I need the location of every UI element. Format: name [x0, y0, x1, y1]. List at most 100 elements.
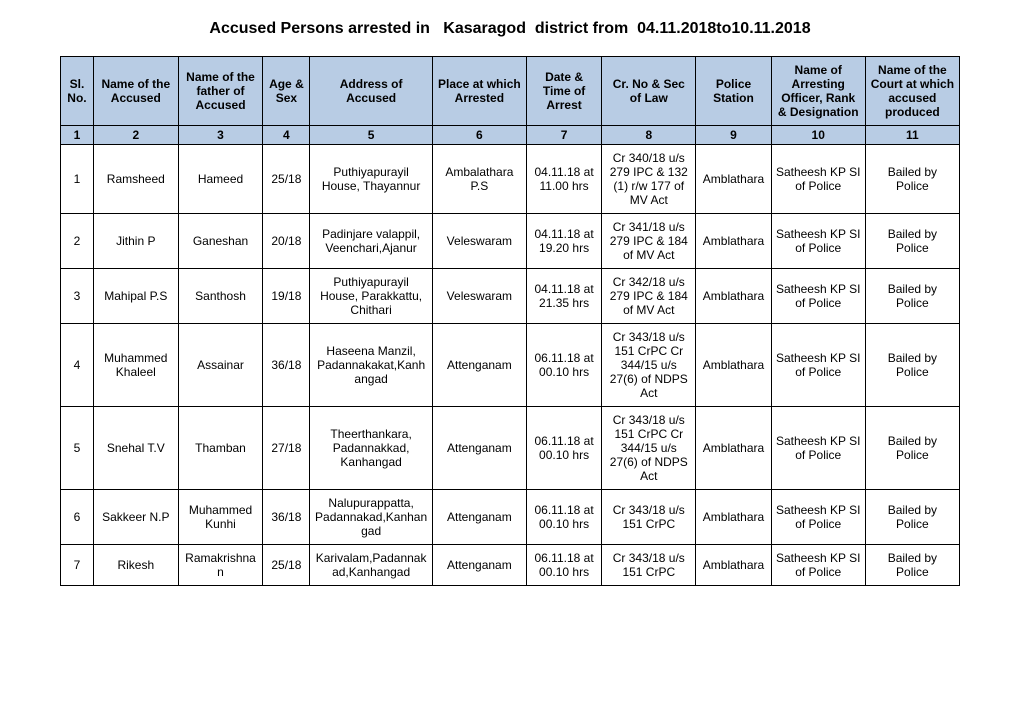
cell-addr: Padinjare valappil, Veenchari,Ajanur	[310, 214, 432, 269]
cell-age: 27/18	[263, 407, 310, 490]
colnum: 7	[526, 126, 601, 145]
cell-ps: Amblathara	[696, 545, 771, 586]
cell-father: Assainar	[178, 324, 263, 407]
cell-ps: Amblathara	[696, 407, 771, 490]
cell-date: 04.11.18 at 19.20 hrs	[526, 214, 601, 269]
cell-sl: 1	[61, 145, 94, 214]
cell-father: Santhosh	[178, 269, 263, 324]
cell-crno: Cr 341/18 u/s 279 IPC & 184 of MV Act	[602, 214, 696, 269]
cell-date: 06.11.18 at 00.10 hrs	[526, 490, 601, 545]
cell-date: 06.11.18 at 00.10 hrs	[526, 545, 601, 586]
col-court: Name of the Court at which accused produ…	[865, 57, 959, 126]
colnum: 1	[61, 126, 94, 145]
col-addr: Address of Accused	[310, 57, 432, 126]
col-officer: Name of Arresting Officer, Rank & Design…	[771, 57, 865, 126]
cell-father: Ganeshan	[178, 214, 263, 269]
page-title: Accused Persons arrested in Kasaragod di…	[60, 20, 960, 38]
cell-age: 19/18	[263, 269, 310, 324]
cell-court: Bailed by Police	[865, 269, 959, 324]
table-row: 1RamsheedHameed25/18Puthiyapurayil House…	[61, 145, 960, 214]
cell-addr: Nalupurappatta, Padannakad,Kanhangad	[310, 490, 432, 545]
cell-sl: 3	[61, 269, 94, 324]
cell-court: Bailed by Police	[865, 214, 959, 269]
cell-name: Muhammed Khaleel	[93, 324, 178, 407]
cell-ps: Amblathara	[696, 214, 771, 269]
cell-crno: Cr 343/18 u/s 151 CrPC	[602, 545, 696, 586]
cell-court: Bailed by Police	[865, 490, 959, 545]
cell-addr: Karivalam,Padannakad,Kanhangad	[310, 545, 432, 586]
table-row: 2Jithin PGaneshan20/18Padinjare valappil…	[61, 214, 960, 269]
cell-addr: Puthiyapurayil House, Parakkattu, Chitha…	[310, 269, 432, 324]
cell-age: 36/18	[263, 490, 310, 545]
header-number-row: 1 2 3 4 5 6 7 8 9 10 11	[61, 126, 960, 145]
cell-name: Mahipal P.S	[93, 269, 178, 324]
table-row: 6Sakkeer N.PMuhammed Kunhi36/18Nalupurap…	[61, 490, 960, 545]
col-date: Date & Time of Arrest	[526, 57, 601, 126]
colnum: 5	[310, 126, 432, 145]
cell-court: Bailed by Police	[865, 145, 959, 214]
colnum: 4	[263, 126, 310, 145]
cell-officer: Satheesh KP SI of Police	[771, 545, 865, 586]
cell-place: Attenganam	[432, 545, 526, 586]
colnum: 9	[696, 126, 771, 145]
cell-crno: Cr 342/18 u/s 279 IPC & 184 of MV Act	[602, 269, 696, 324]
cell-officer: Satheesh KP SI of Police	[771, 490, 865, 545]
cell-place: Attenganam	[432, 490, 526, 545]
col-name: Name of the Accused	[93, 57, 178, 126]
cell-father: Thamban	[178, 407, 263, 490]
colnum: 11	[865, 126, 959, 145]
cell-officer: Satheesh KP SI of Police	[771, 214, 865, 269]
cell-age: 25/18	[263, 145, 310, 214]
cell-sl: 2	[61, 214, 94, 269]
cell-ps: Amblathara	[696, 324, 771, 407]
cell-name: Ramsheed	[93, 145, 178, 214]
cell-place: Attenganam	[432, 324, 526, 407]
cell-sl: 6	[61, 490, 94, 545]
cell-crno: Cr 343/18 u/s 151 CrPC Cr 344/15 u/s 27(…	[602, 407, 696, 490]
cell-father: Ramakrishnan	[178, 545, 263, 586]
cell-name: Rikesh	[93, 545, 178, 586]
cell-place: Veleswaram	[432, 269, 526, 324]
cell-date: 04.11.18 at 11.00 hrs	[526, 145, 601, 214]
header-row: Sl. No. Name of the Accused Name of the …	[61, 57, 960, 126]
table-row: 7RikeshRamakrishnan25/18Karivalam,Padann…	[61, 545, 960, 586]
col-crno: Cr. No & Sec of Law	[602, 57, 696, 126]
colnum: 6	[432, 126, 526, 145]
table-body: 1RamsheedHameed25/18Puthiyapurayil House…	[61, 145, 960, 586]
col-father: Name of the father of Accused	[178, 57, 263, 126]
colnum: 3	[178, 126, 263, 145]
col-ps: Police Station	[696, 57, 771, 126]
cell-crno: Cr 340/18 u/s 279 IPC & 132 (1) r/w 177 …	[602, 145, 696, 214]
cell-place: Ambalathara P.S	[432, 145, 526, 214]
cell-age: 25/18	[263, 545, 310, 586]
cell-ps: Amblathara	[696, 145, 771, 214]
cell-crno: Cr 343/18 u/s 151 CrPC Cr 344/15 u/s 27(…	[602, 324, 696, 407]
cell-court: Bailed by Police	[865, 545, 959, 586]
colnum: 8	[602, 126, 696, 145]
cell-date: 06.11.18 at 00.10 hrs	[526, 407, 601, 490]
cell-date: 04.11.18 at 21.35 hrs	[526, 269, 601, 324]
col-age: Age & Sex	[263, 57, 310, 126]
cell-place: Attenganam	[432, 407, 526, 490]
col-sl: Sl. No.	[61, 57, 94, 126]
cell-father: Hameed	[178, 145, 263, 214]
cell-officer: Satheesh KP SI of Police	[771, 324, 865, 407]
cell-name: Sakkeer N.P	[93, 490, 178, 545]
colnum: 2	[93, 126, 178, 145]
cell-officer: Satheesh KP SI of Police	[771, 407, 865, 490]
cell-father: Muhammed Kunhi	[178, 490, 263, 545]
cell-officer: Satheesh KP SI of Police	[771, 145, 865, 214]
cell-date: 06.11.18 at 00.10 hrs	[526, 324, 601, 407]
colnum: 10	[771, 126, 865, 145]
cell-age: 20/18	[263, 214, 310, 269]
cell-court: Bailed by Police	[865, 407, 959, 490]
cell-crno: Cr 343/18 u/s 151 CrPC	[602, 490, 696, 545]
table-row: 4Muhammed KhaleelAssainar36/18Haseena Ma…	[61, 324, 960, 407]
col-place: Place at which Arrested	[432, 57, 526, 126]
cell-addr: Haseena Manzil, Padannakakat,Kanhangad	[310, 324, 432, 407]
cell-sl: 7	[61, 545, 94, 586]
cell-court: Bailed by Police	[865, 324, 959, 407]
cell-name: Jithin P	[93, 214, 178, 269]
cell-ps: Amblathara	[696, 490, 771, 545]
cell-addr: Puthiyapurayil House, Thayannur	[310, 145, 432, 214]
